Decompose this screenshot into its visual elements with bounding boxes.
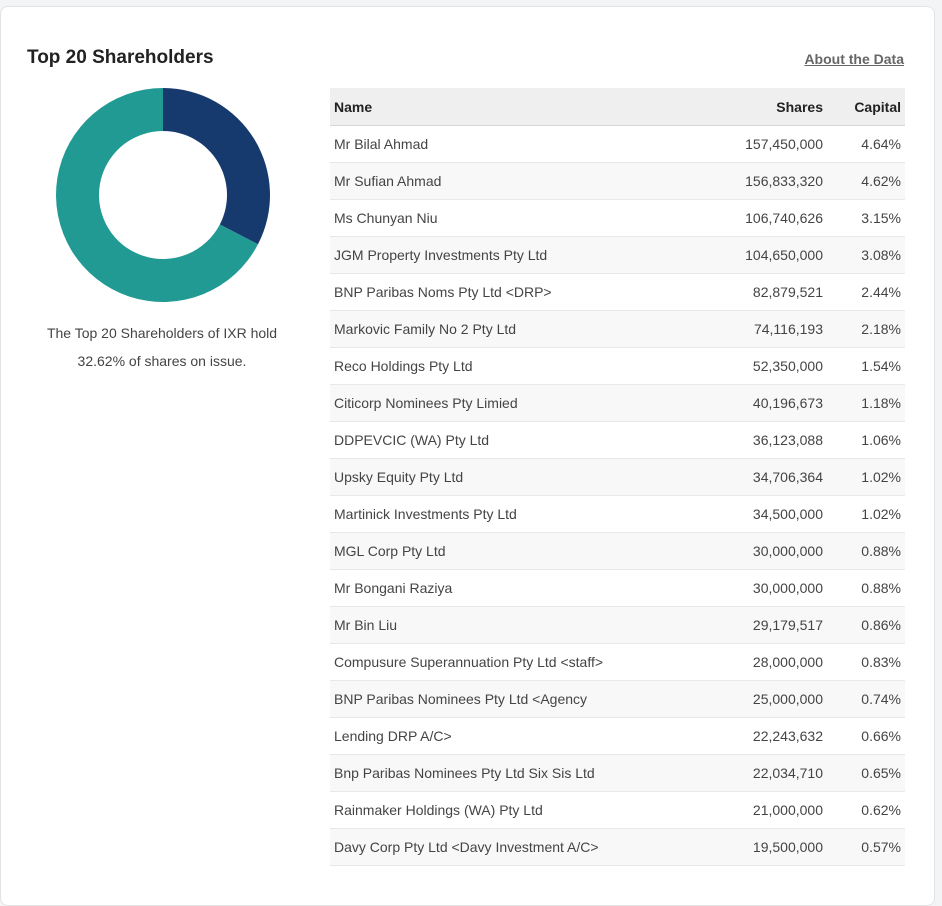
table-row: Citicorp Nominees Pty Limied 40,196,673 1.… xyxy=(330,384,905,422)
shareholder-name-cell: Reco Holdings Pty Ltd xyxy=(330,347,699,385)
shareholding-summary: The Top 20 Shareholders of IXR hold 32.6… xyxy=(27,319,297,375)
shareholder-name-cell: JGM Property Investments Pty Ltd xyxy=(330,236,699,274)
shares-cell: 156,833,320 xyxy=(699,162,827,200)
shareholder-name-cell: Citicorp Nominees Pty Limied xyxy=(330,384,699,422)
table-row: Reco Holdings Pty Ltd 52,350,000 1.54% xyxy=(330,347,905,385)
shares-cell: 52,350,000 xyxy=(699,347,827,385)
capital-cell: 0.83% xyxy=(827,643,905,681)
capital-cell: 3.15% xyxy=(827,199,905,237)
table-row: Davy Corp Pty Ltd <Davy Investment A/C> 1… xyxy=(330,828,905,866)
table-row: Mr Sufian Ahmad 156,833,320 4.62% xyxy=(330,162,905,200)
table-row: Bnp Paribas Nominees Pty Ltd Six Sis Ltd… xyxy=(330,754,905,792)
column-header-shares[interactable]: Shares xyxy=(699,88,827,126)
shares-cell: 34,500,000 xyxy=(699,495,827,533)
table-row: Mr Bin Liu 29,179,517 0.86% xyxy=(330,606,905,644)
shares-cell: 28,000,000 xyxy=(699,643,827,681)
table-header-row: Name Shares Capital xyxy=(330,88,905,126)
capital-cell: 2.44% xyxy=(827,273,905,311)
shareholder-name-cell: Ms Chunyan Niu xyxy=(330,199,699,237)
shares-cell: 30,000,000 xyxy=(699,569,827,607)
shares-cell: 34,706,364 xyxy=(699,458,827,496)
shareholder-name-cell: Upsky Equity Pty Ltd xyxy=(330,458,699,496)
shareholder-name-cell: Davy Corp Pty Ltd <Davy Investment A/C> xyxy=(330,828,699,866)
shareholder-name-cell: Compusure Superannuation Pty Ltd <staff> xyxy=(330,643,699,681)
shareholder-name-cell: Martinick Investments Pty Ltd xyxy=(330,495,699,533)
capital-cell: 0.88% xyxy=(827,532,905,570)
table-row: Markovic Family No 2 Pty Ltd 74,116,193 2.… xyxy=(330,310,905,348)
shares-cell: 104,650,000 xyxy=(699,236,827,274)
shares-cell: 106,740,626 xyxy=(699,199,827,237)
capital-cell: 1.02% xyxy=(827,458,905,496)
shareholder-name-cell: MGL Corp Pty Ltd xyxy=(330,532,699,570)
capital-cell: 1.06% xyxy=(827,421,905,459)
capital-cell: 1.54% xyxy=(827,347,905,385)
shareholder-name-cell: Mr Bongani Raziya xyxy=(330,569,699,607)
table-row: Mr Bilal Ahmad 157,450,000 4.64% xyxy=(330,125,905,163)
table-row: MGL Corp Pty Ltd 30,000,000 0.88% xyxy=(330,532,905,570)
shareholder-name-cell: Mr Sufian Ahmad xyxy=(330,162,699,200)
table-row: JGM Property Investments Pty Ltd 104,650,… xyxy=(330,236,905,274)
shareholder-name-cell: Rainmaker Holdings (WA) Pty Ltd xyxy=(330,791,699,829)
table-row: Upsky Equity Pty Ltd 34,706,364 1.02% xyxy=(330,458,905,496)
table-row: Martinick Investments Pty Ltd 34,500,000 1… xyxy=(330,495,905,533)
shares-cell: 25,000,000 xyxy=(699,680,827,718)
section-title: Top 20 Shareholders xyxy=(27,47,214,68)
table-row: Ms Chunyan Niu 106,740,626 3.15% xyxy=(330,199,905,237)
column-header-capital[interactable]: Capital xyxy=(827,88,905,126)
shareholders-table: Name Shares Capital Mr Bilal Ahmad 157,45… xyxy=(330,88,905,866)
shares-cell: 19,500,000 xyxy=(699,828,827,866)
shareholder-name-cell: DDPEVCIC (WA) Pty Ltd xyxy=(330,421,699,459)
capital-cell: 4.62% xyxy=(827,162,905,200)
capital-cell: 4.64% xyxy=(827,125,905,163)
capital-cell: 1.02% xyxy=(827,495,905,533)
donut-segment-top20 xyxy=(163,88,270,245)
table-row: DDPEVCIC (WA) Pty Ltd 36,123,088 1.06% xyxy=(330,421,905,459)
shares-cell: 21,000,000 xyxy=(699,791,827,829)
capital-cell: 3.08% xyxy=(827,236,905,274)
capital-cell: 0.74% xyxy=(827,680,905,718)
shareholders-card: Top 20 Shareholders About the Data The T… xyxy=(0,6,935,906)
about-the-data-link[interactable]: About the Data xyxy=(804,51,904,67)
capital-cell: 0.88% xyxy=(827,569,905,607)
summary-line-2: 32.62% of shares on issue. xyxy=(77,353,247,369)
capital-cell: 0.66% xyxy=(827,717,905,755)
table-row: Mr Bongani Raziya 30,000,000 0.88% xyxy=(330,569,905,607)
shares-cell: 22,034,710 xyxy=(699,754,827,792)
capital-cell: 1.18% xyxy=(827,384,905,422)
shares-cell: 74,116,193 xyxy=(699,310,827,348)
capital-cell: 0.62% xyxy=(827,791,905,829)
shareholder-name-cell: Lending DRP A/C> xyxy=(330,717,699,755)
summary-line-1: The Top 20 Shareholders of IXR hold xyxy=(46,325,278,341)
donut-segment-others xyxy=(55,88,258,302)
shares-cell: 22,243,632 xyxy=(699,717,827,755)
shareholder-name-cell: Mr Bin Liu xyxy=(330,606,699,644)
column-header-name[interactable]: Name xyxy=(330,88,699,126)
capital-cell: 0.86% xyxy=(827,606,905,644)
shareholder-name-cell: Markovic Family No 2 Pty Ltd xyxy=(330,310,699,348)
shareholding-donut-chart xyxy=(55,88,270,302)
capital-cell: 0.65% xyxy=(827,754,905,792)
table-row: Compusure Superannuation Pty Ltd <staff>… xyxy=(330,643,905,681)
shares-cell: 82,879,521 xyxy=(699,273,827,311)
shareholder-name-cell: Mr Bilal Ahmad xyxy=(330,125,699,163)
table-row: BNP Paribas Noms Pty Ltd <DRP> 82,879,521… xyxy=(330,273,905,311)
shareholder-name-cell: BNP Paribas Noms Pty Ltd <DRP> xyxy=(330,273,699,311)
shareholder-name-cell: BNP Paribas Nominees Pty Ltd <Agency xyxy=(330,680,699,718)
table-row: Lending DRP A/C> 22,243,632 0.66% xyxy=(330,717,905,755)
shares-cell: 40,196,673 xyxy=(699,384,827,422)
shares-cell: 36,123,088 xyxy=(699,421,827,459)
table-row: BNP Paribas Nominees Pty Ltd <Agency 25,0… xyxy=(330,680,905,718)
table-row: Rainmaker Holdings (WA) Pty Ltd 21,000,00… xyxy=(330,791,905,829)
shares-cell: 157,450,000 xyxy=(699,125,827,163)
shares-cell: 30,000,000 xyxy=(699,532,827,570)
capital-cell: 2.18% xyxy=(827,310,905,348)
shares-cell: 29,179,517 xyxy=(699,606,827,644)
capital-cell: 0.57% xyxy=(827,828,905,866)
shareholder-name-cell: Bnp Paribas Nominees Pty Ltd Six Sis Ltd xyxy=(330,754,699,792)
